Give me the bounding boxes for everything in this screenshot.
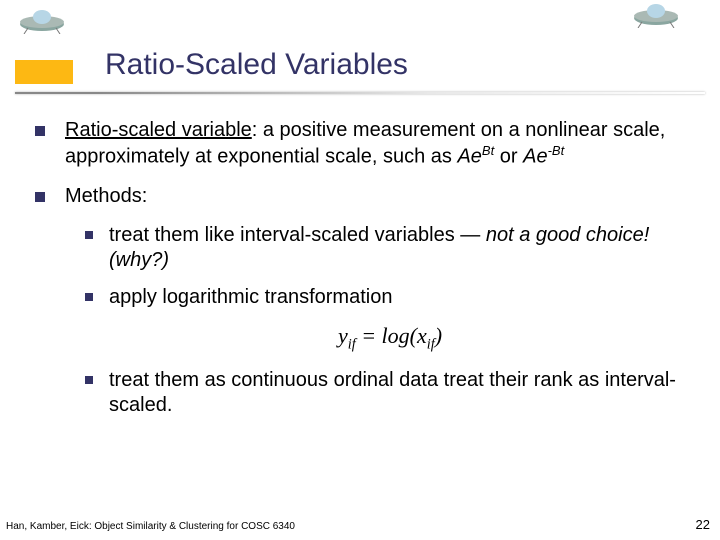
square-bullet-icon: [85, 376, 93, 384]
formula-exponent: Bt: [482, 143, 494, 158]
slide-title: Ratio-Scaled Variables: [105, 48, 408, 82]
content: Ratio-scaled variable: a positive measur…: [35, 118, 695, 430]
formula-text: = log(x: [356, 323, 427, 348]
square-bullet-icon: [85, 231, 93, 239]
bullet-level2: apply logarithmic transformation: [85, 285, 695, 310]
formula-fragment: Ae: [523, 146, 547, 168]
title-rule: [15, 92, 705, 94]
square-bullet-icon: [35, 192, 45, 202]
accent-bar: [15, 60, 73, 84]
bullet-level1: Methods:: [35, 184, 695, 209]
formula-var: y: [338, 323, 348, 348]
bullet-text: treat them as continuous ordinal data tr…: [109, 368, 695, 418]
formula-subscript: if: [427, 336, 435, 352]
bullet-level2: treat them as continuous ordinal data tr…: [85, 368, 695, 418]
formula-text: ): [435, 323, 442, 348]
ufo-icon: [18, 6, 66, 34]
square-bullet-icon: [35, 126, 45, 136]
bullet-text: treat them like interval-scaled variable…: [109, 223, 695, 273]
bullet-text: apply logarithmic transformation: [109, 285, 695, 310]
bullet-level2: treat them like interval-scaled variable…: [85, 223, 695, 273]
bullet-text: Ratio-scaled variable: a positive measur…: [65, 118, 695, 170]
formula-fragment: Ae: [457, 146, 481, 168]
formula-subscript: if: [348, 336, 356, 352]
square-bullet-icon: [85, 293, 93, 301]
slide: Ratio-Scaled Variables Ratio-scaled vari…: [0, 0, 720, 540]
bullet-level1: Ratio-scaled variable: a positive measur…: [35, 118, 695, 170]
slide-number: 22: [696, 517, 710, 532]
text-fragment: or: [494, 146, 523, 168]
sublist: treat them like interval-scaled variable…: [85, 223, 695, 418]
ufo-icon: [632, 0, 680, 28]
text-fragment: treat them like interval-scaled variable…: [109, 224, 486, 246]
formula: yif = log(xif): [85, 322, 695, 354]
bullet-text: Methods:: [65, 184, 695, 209]
footer-left: Han, Kamber, Eick: Object Similarity & C…: [6, 521, 295, 532]
formula-exponent: -Bt: [548, 143, 565, 158]
underlined-term: Ratio-scaled variable: [65, 119, 252, 141]
